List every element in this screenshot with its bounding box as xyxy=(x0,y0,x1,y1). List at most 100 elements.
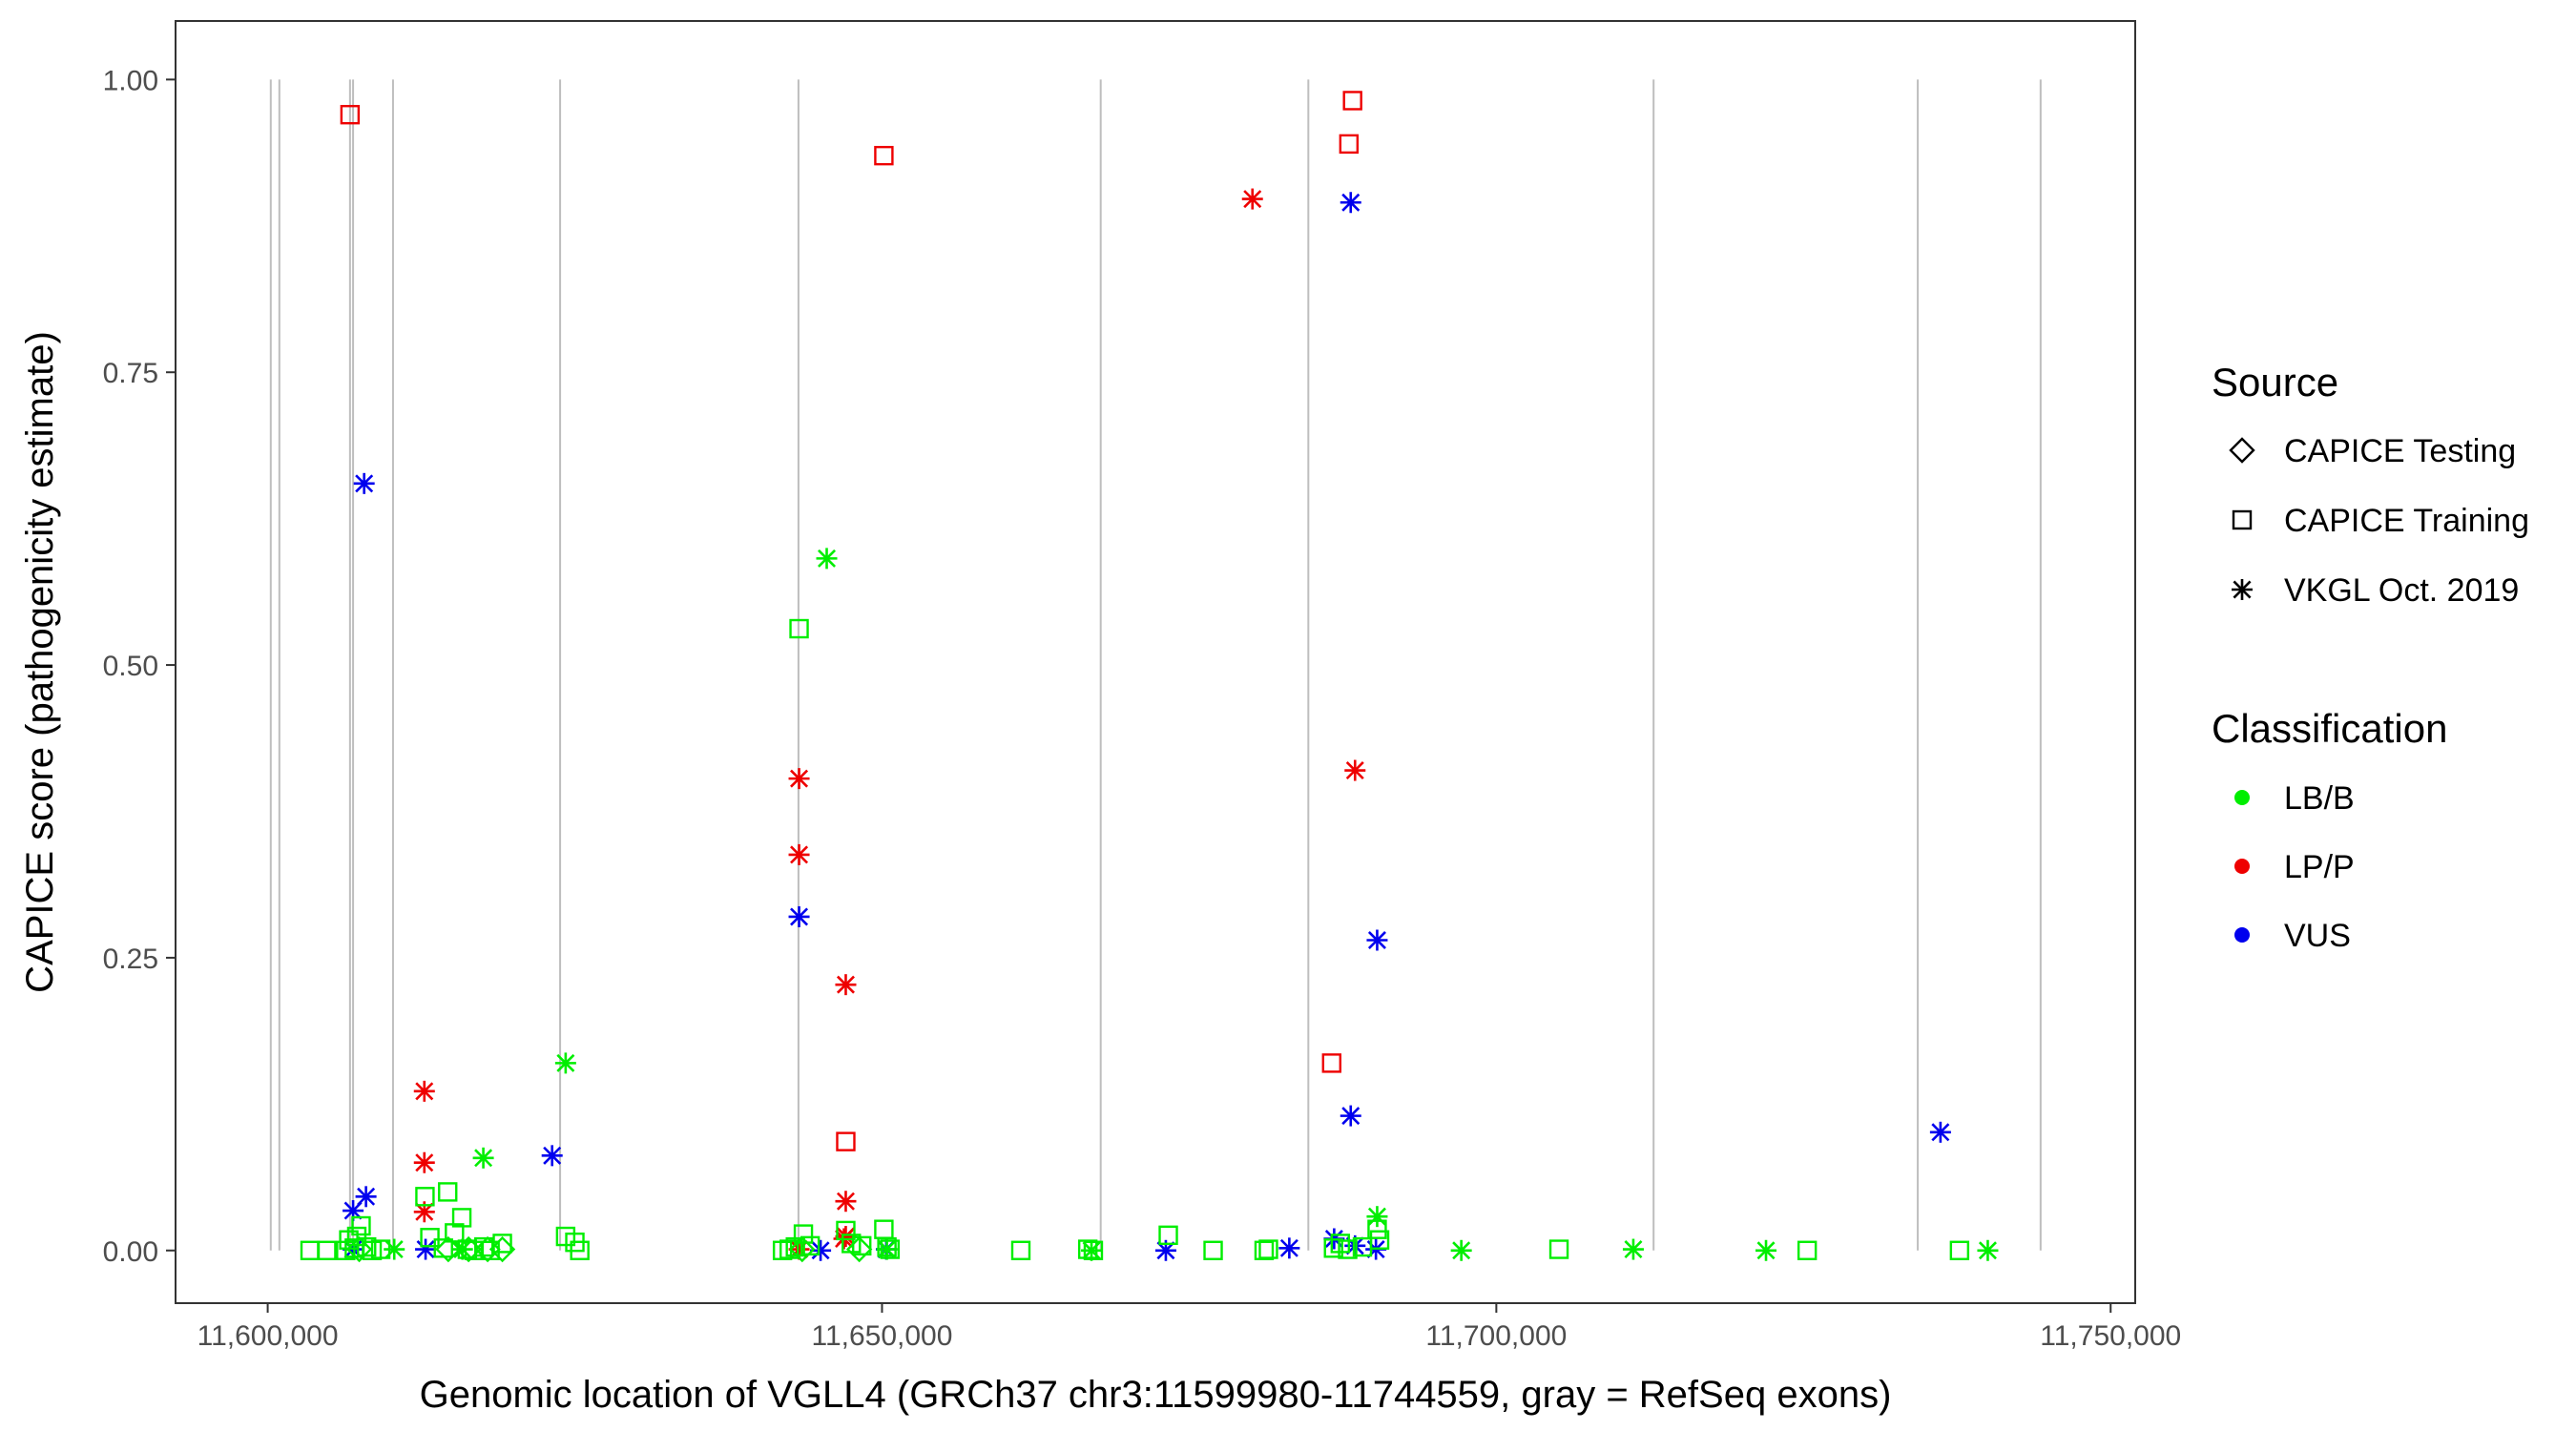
point-lpp-square xyxy=(340,104,361,125)
point-lbb-square xyxy=(420,1228,440,1248)
point-lpp-asterisk xyxy=(1241,188,1263,210)
x-axis-title: Genomic location of VGLL4 (GRCh37 chr3:1… xyxy=(420,1374,1892,1416)
point-lbb-square xyxy=(779,1239,800,1259)
point-lbb-asterisk xyxy=(554,1052,576,1074)
point-lbb-square xyxy=(570,1240,590,1260)
legend-classification-item-lpp: LP/P xyxy=(2234,849,2355,885)
point-lbb-square xyxy=(357,1236,377,1257)
point-lbb-diamond xyxy=(345,1235,373,1263)
legend-source-label: CAPICE Training xyxy=(2284,503,2529,539)
point-lbb-square xyxy=(1010,1240,1031,1260)
point-lbb-asterisk xyxy=(1622,1238,1644,1260)
legend-classification: Classification LB/B LP/P VUS xyxy=(2212,706,2447,954)
legend-key-dot xyxy=(2234,927,2250,943)
point-lbb-square xyxy=(438,1182,458,1202)
point-lbb-square xyxy=(1367,1219,1387,1239)
point-lpp-asterisk xyxy=(788,768,810,790)
point-vus-asterisk xyxy=(1278,1237,1300,1259)
point-lbb-diamond xyxy=(435,1235,462,1263)
point-lpp-square xyxy=(874,145,894,166)
point-lpp-asterisk xyxy=(788,843,810,865)
legend-source-label: VKGL Oct. 2019 xyxy=(2284,572,2519,609)
legend-key-dot xyxy=(2234,859,2250,874)
point-lbb-square xyxy=(415,1187,435,1207)
point-lpp-square xyxy=(1339,134,1360,155)
point-lbb-diamond xyxy=(789,1235,816,1263)
legend-source-title: Source xyxy=(2212,360,2338,404)
legend-key-square-shape xyxy=(2232,509,2253,530)
point-vus-asterisk xyxy=(541,1145,563,1167)
data-points xyxy=(300,91,1999,1263)
point-lbb-square xyxy=(1797,1240,1818,1260)
point-vus-asterisk xyxy=(1340,1105,1361,1127)
legend-key-dot xyxy=(2234,790,2250,805)
legend-key-asterisk-shape xyxy=(2232,579,2253,600)
point-lbb-square xyxy=(346,1226,367,1247)
x-tick-label: 11,600,000 xyxy=(197,1320,339,1352)
point-lbb-asterisk xyxy=(1977,1239,1999,1261)
point-lbb-square xyxy=(1949,1240,1970,1260)
point-lbb-asterisk xyxy=(1450,1239,1472,1261)
x-tick-label: 11,750,000 xyxy=(2040,1320,2181,1352)
point-lbb-square xyxy=(880,1239,901,1259)
point-lbb-square xyxy=(1548,1239,1569,1259)
point-lbb-square xyxy=(317,1240,337,1260)
point-lbb-square xyxy=(877,1236,897,1257)
x-tick-label: 11,650,000 xyxy=(812,1320,953,1352)
point-lpp-square xyxy=(1321,1053,1341,1073)
x-tick-label: 11,700,000 xyxy=(1425,1320,1567,1352)
legend-key-diamond-shape xyxy=(2229,437,2255,464)
legend-classification-title: Classification xyxy=(2212,706,2447,751)
point-lbb-diamond xyxy=(845,1235,873,1263)
point-vus-asterisk xyxy=(788,905,810,927)
point-vus-asterisk xyxy=(415,1238,437,1260)
point-lbb-square xyxy=(1258,1239,1278,1259)
legend-key-square xyxy=(2232,509,2253,530)
point-lpp-asterisk xyxy=(413,1151,435,1173)
point-lbb-square xyxy=(1369,1230,1390,1250)
point-lbb-asterisk xyxy=(384,1238,405,1260)
legend-classification-label: LP/P xyxy=(2284,849,2355,885)
y-axis-title: CAPICE score (pathogenicity estimate) xyxy=(19,331,61,993)
point-lpp-asterisk xyxy=(1344,759,1366,781)
point-lbb-square xyxy=(1158,1225,1178,1246)
point-lbb-square xyxy=(793,1224,814,1244)
legend-classification-label: LB/B xyxy=(2284,780,2355,817)
y-axis: 0.00 0.25 0.50 0.75 1.00 xyxy=(103,65,176,1268)
point-lbb-square xyxy=(1203,1240,1223,1260)
point-lbb-square xyxy=(1077,1239,1098,1259)
point-lbb-square xyxy=(852,1235,872,1256)
point-lbb-square xyxy=(836,1220,856,1241)
y-tick-label: 1.00 xyxy=(103,65,158,96)
point-lbb-asterisk xyxy=(816,548,838,570)
point-lbb-square xyxy=(451,1208,472,1228)
point-lbb-square xyxy=(1323,1238,1343,1258)
point-lbb-square xyxy=(1330,1234,1351,1254)
point-lbb-diamond xyxy=(488,1235,516,1263)
point-lpp-asterisk xyxy=(835,974,857,996)
legend-source: Source CAPICE Testing CAPICE Training VK… xyxy=(2212,360,2529,609)
point-lbb-square xyxy=(1338,1239,1358,1259)
point-vus-asterisk xyxy=(1366,929,1388,951)
legend-key-asterisk xyxy=(2232,579,2253,600)
point-lbb-asterisk xyxy=(1366,1206,1388,1228)
point-lpp-square xyxy=(836,1131,856,1151)
y-tick-label: 0.75 xyxy=(103,358,158,389)
point-lbb-asterisk xyxy=(472,1147,494,1169)
x-axis: 11,600,000 11,650,000 11,700,000 11,750,000 xyxy=(197,1303,2181,1352)
legend-source-item-vkgl: VKGL Oct. 2019 xyxy=(2232,572,2519,609)
legend-source-item-training: CAPICE Training xyxy=(2232,503,2529,539)
point-lpp-asterisk xyxy=(413,1080,435,1102)
legend-classification-item-lbb: LB/B xyxy=(2234,780,2355,817)
legend-source-label: CAPICE Testing xyxy=(2284,433,2516,469)
legend-key-diamond xyxy=(2229,437,2255,464)
point-lbb-square xyxy=(351,1215,371,1236)
legend-classification-label: VUS xyxy=(2284,918,2351,954)
point-lbb-square xyxy=(1254,1240,1275,1260)
point-vus-asterisk xyxy=(343,1200,364,1222)
point-lbb-square xyxy=(1083,1240,1104,1260)
point-lbb-square xyxy=(789,618,809,639)
point-lbb-square xyxy=(445,1223,465,1243)
y-tick-label: 0.50 xyxy=(103,651,158,682)
